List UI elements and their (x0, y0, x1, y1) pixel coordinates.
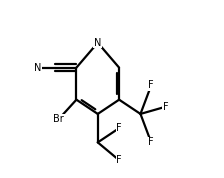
Text: F: F (163, 102, 168, 112)
Text: F: F (116, 123, 122, 133)
Text: Br: Br (53, 114, 64, 124)
Text: N: N (94, 38, 101, 48)
Text: F: F (148, 80, 154, 90)
Text: F: F (116, 155, 122, 165)
Text: N: N (34, 63, 41, 73)
Text: F: F (148, 137, 154, 147)
